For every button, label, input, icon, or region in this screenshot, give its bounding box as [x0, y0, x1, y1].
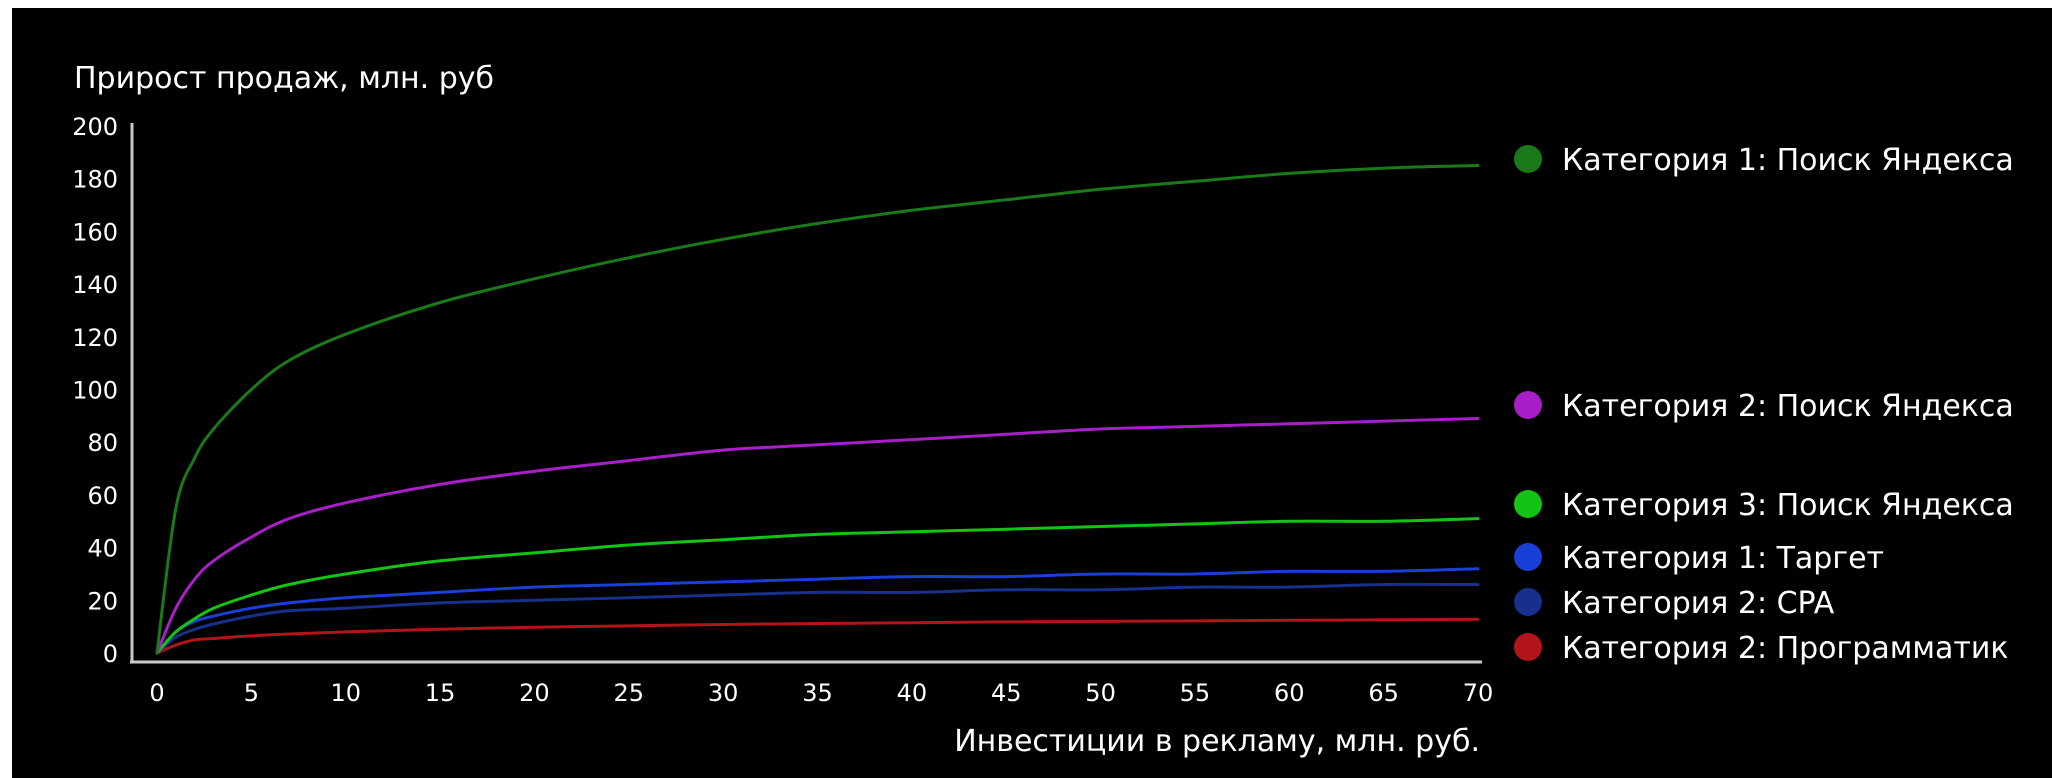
x-tick-label: 25 [614, 679, 645, 707]
y-tick-label: 60 [87, 482, 118, 510]
series-line-категория-3-поиск-яндекса [155, 517, 1480, 655]
legend-label: Категория 1: Таргет [1562, 541, 1884, 576]
legend-marker [1514, 490, 1542, 518]
y-tick-label: 0 [103, 640, 118, 668]
y-tick-label: 100 [72, 377, 118, 405]
y-tick-label: 180 [72, 166, 118, 194]
legend-label: Категория 1: Поиск Яндекса [1562, 143, 2014, 178]
series-line-категория-2-программатик [155, 617, 1480, 655]
x-tick-label: 5 [244, 679, 259, 707]
y-tick-label: 80 [87, 429, 118, 457]
legend-marker [1514, 633, 1542, 661]
x-tick-label: 65 [1368, 679, 1399, 707]
x-tick-label: 10 [330, 679, 361, 707]
line-chart: Прирост продаж, млн. руб Инвестиции в ре… [72, 61, 2014, 759]
y-tick-labels: 0 20 40 60 80 100 120 140 160 180 200 [72, 113, 118, 668]
x-tick-label: 55 [1180, 679, 1211, 707]
legend-label: Категория 2: CPA [1562, 586, 1835, 621]
y-tick-label: 120 [72, 324, 118, 352]
x-tick-label: 45 [991, 679, 1022, 707]
y-axis-title: Прирост продаж, млн. руб [74, 61, 494, 96]
x-tick-label: 15 [425, 679, 456, 707]
x-tick-label: 70 [1463, 679, 1494, 707]
legend-label: Категория 3: Поиск Яндекса [1562, 488, 2014, 523]
y-tick-label: 140 [72, 271, 118, 299]
legend-marker [1514, 391, 1542, 419]
y-tick-label: 200 [72, 113, 118, 141]
series-lines [155, 164, 1480, 655]
x-tick-label: 20 [519, 679, 550, 707]
legend-label: Категория 2: Поиск Яндекса [1562, 389, 2014, 424]
x-axis-title: Инвестиции в рекламу, млн. руб. [954, 724, 1480, 759]
legend-label: Категория 2: Программатик [1562, 631, 2008, 666]
series-line-категория-2-cpa [155, 582, 1480, 655]
legend-marker [1514, 145, 1542, 173]
series-line-категория-1-поиск-яндекса [155, 164, 1480, 655]
series-line-категория-2-поиск-яндекса [155, 417, 1480, 655]
x-tick-label: 0 [149, 679, 164, 707]
x-tick-label: 50 [1085, 679, 1116, 707]
legend-marker [1514, 543, 1542, 571]
x-tick-label: 30 [708, 679, 739, 707]
x-tick-label: 40 [897, 679, 928, 707]
legend: Категория 1: Поиск Яндекса Категория 2: П… [1514, 143, 2014, 666]
y-tick-label: 40 [87, 535, 118, 563]
series-line-категория-1-таргет [155, 567, 1480, 655]
y-tick-label: 20 [87, 587, 118, 615]
legend-marker [1514, 588, 1542, 616]
chart-panel: Прирост продаж, млн. руб Инвестиции в ре… [12, 8, 2052, 778]
x-tick-labels: 0 5 10 15 20 25 30 35 40 45 50 55 60 65 70 [149, 679, 1493, 707]
x-tick-label: 35 [802, 679, 833, 707]
x-tick-label: 60 [1274, 679, 1305, 707]
y-tick-label: 160 [72, 218, 118, 246]
